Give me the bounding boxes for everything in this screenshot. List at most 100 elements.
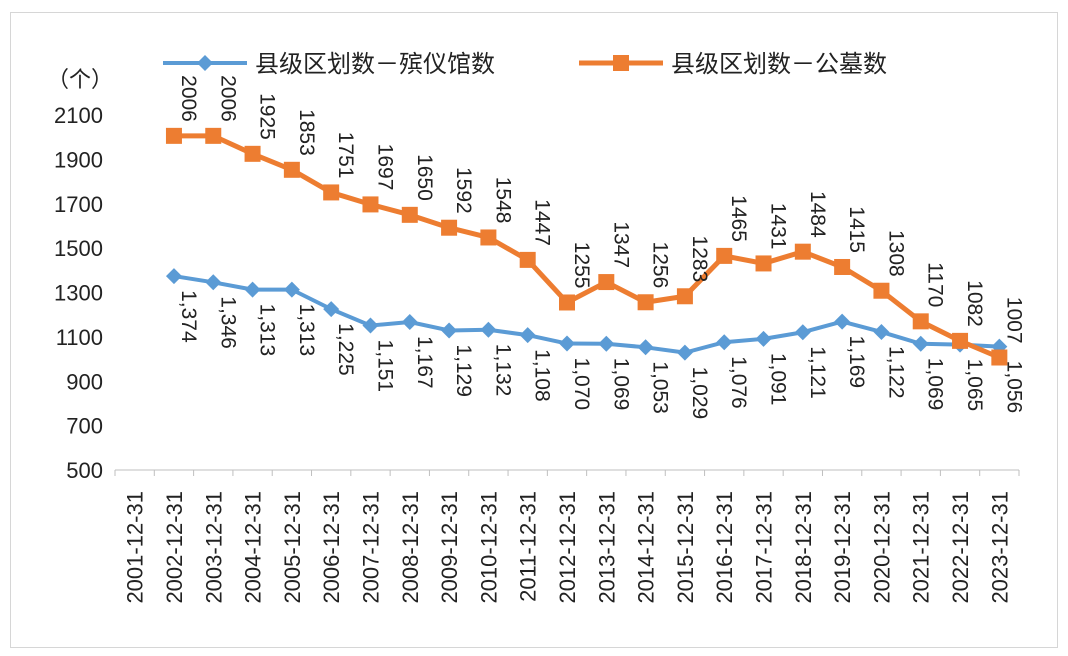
data-point <box>401 206 418 223</box>
data-point <box>912 335 929 352</box>
data-point <box>716 247 733 264</box>
data-label: 1283 <box>688 236 711 283</box>
legend-label: 县级区划数－殡仪馆数 <box>255 51 495 78</box>
data-point <box>873 323 890 340</box>
data-point <box>637 294 654 311</box>
data-label: 1,129 <box>452 344 475 397</box>
data-label: 1007 <box>1002 297 1025 344</box>
legend-marker <box>613 55 629 71</box>
data-label: 1,167 <box>413 336 436 389</box>
x-tick-label: 2016-12-31 <box>712 491 737 604</box>
data-label: 1,313 <box>295 304 318 357</box>
data-label: 1,121 <box>806 346 829 399</box>
data-label: 1447 <box>531 199 554 246</box>
data-point <box>323 301 340 318</box>
data-point <box>283 161 300 178</box>
data-label: 1548 <box>491 177 514 224</box>
data-label: 1,374 <box>177 290 200 343</box>
data-label: 1,069 <box>924 358 947 411</box>
data-label: 1170 <box>924 262 947 307</box>
data-point <box>244 281 261 298</box>
data-label: 1,122 <box>884 346 907 399</box>
data-label: 1697 <box>373 144 396 191</box>
y-axis: 500 700 900 1100 1300 1500 1700 1900 2100 <box>54 103 103 483</box>
series-layer <box>165 127 1008 366</box>
data-point <box>323 184 340 201</box>
x-tick-label: 2020-12-31 <box>869 491 894 604</box>
x-tick-label: 2011-12-31 <box>516 491 541 602</box>
data-label: 1308 <box>884 230 907 277</box>
series-line-2 <box>173 133 1001 360</box>
data-label: 1,346 <box>216 296 239 349</box>
y-unit-label: （个） <box>47 67 113 92</box>
x-tick-label: 2008-12-31 <box>398 491 423 604</box>
data-point <box>480 229 497 246</box>
data-point <box>441 219 458 236</box>
x-tick-label: 2004-12-31 <box>241 491 266 604</box>
data-point <box>441 322 458 339</box>
data-point <box>676 344 693 361</box>
data-label: 1,313 <box>256 304 279 357</box>
data-label: 1,070 <box>570 358 593 411</box>
data-point <box>716 334 733 351</box>
data-label: 1,029 <box>688 367 711 420</box>
data-point <box>794 324 811 341</box>
data-label: 1347 <box>609 221 632 268</box>
data-label: 1,091 <box>767 353 790 406</box>
data-point <box>205 127 222 144</box>
x-tick-label: 2002-12-31 <box>162 491 187 604</box>
data-point <box>755 330 772 347</box>
data-label: 2006 <box>216 75 239 122</box>
data-point <box>834 258 851 275</box>
data-label: 1415 <box>845 206 868 253</box>
data-labels: 1,374 1,346 1,313 1,313 1,225 1,151 1,167 1,129… <box>177 75 1025 419</box>
x-tick-label: 2015-12-31 <box>673 491 698 604</box>
data-point <box>912 313 929 330</box>
data-label: 1592 <box>452 167 475 214</box>
x-tick-label: 2014-12-31 <box>634 491 659 604</box>
legend-label: 县级区划数－公墓数 <box>671 51 887 78</box>
data-label: 1751 <box>334 132 357 179</box>
data-point <box>559 335 575 352</box>
x-tick-label: 2013-12-31 <box>594 491 619 604</box>
x-tick-label: 2005-12-31 <box>280 491 305 604</box>
data-point <box>165 127 182 144</box>
data-label: 1853 <box>295 109 318 156</box>
data-label: 1925 <box>256 93 279 140</box>
data-label: 1082 <box>963 280 986 327</box>
data-label: 1,065 <box>963 359 986 412</box>
data-label: 1,132 <box>491 344 514 397</box>
data-point <box>873 282 890 299</box>
data-point <box>519 327 536 344</box>
y-tick-label: 2100 <box>54 103 103 128</box>
x-tick-label: 2009-12-31 <box>437 491 462 604</box>
chart-container: 县级区划数－殡仪馆数 县级区划数－公墓数 （个） 500 700 900 1100 130… <box>10 12 1058 648</box>
x-tick-label: 2021-12-31 <box>909 491 934 604</box>
line-chart: 县级区划数－殡仪馆数 县级区划数－公墓数 （个） 500 700 900 1100 130… <box>47 51 1025 604</box>
x-tick-label: 2022-12-31 <box>948 491 973 604</box>
data-label: 1,151 <box>373 340 396 393</box>
data-label: 1431 <box>767 203 790 250</box>
data-label: 1,169 <box>845 336 868 389</box>
data-point <box>205 274 222 291</box>
data-point <box>401 314 418 331</box>
y-tick-label: 500 <box>66 458 103 483</box>
data-point <box>991 349 1008 366</box>
x-tick-label: 2023-12-31 <box>987 491 1012 604</box>
data-point <box>834 313 851 330</box>
x-tick-label: 2010-12-31 <box>476 491 501 604</box>
data-label: 1256 <box>649 242 672 289</box>
x-tick-label: 2017-12-31 <box>752 491 777 604</box>
y-tick-label: 1500 <box>54 236 103 261</box>
data-point <box>283 281 300 298</box>
data-point <box>559 294 575 311</box>
x-tick-label: 2007-12-31 <box>358 491 383 604</box>
data-point <box>755 255 772 272</box>
data-label: 1,108 <box>531 349 554 402</box>
data-label: 1,069 <box>609 358 632 411</box>
data-point <box>637 339 654 356</box>
data-point <box>794 243 811 260</box>
data-label: 1465 <box>727 195 750 242</box>
data-point <box>598 274 615 291</box>
data-label: 1650 <box>413 154 436 201</box>
